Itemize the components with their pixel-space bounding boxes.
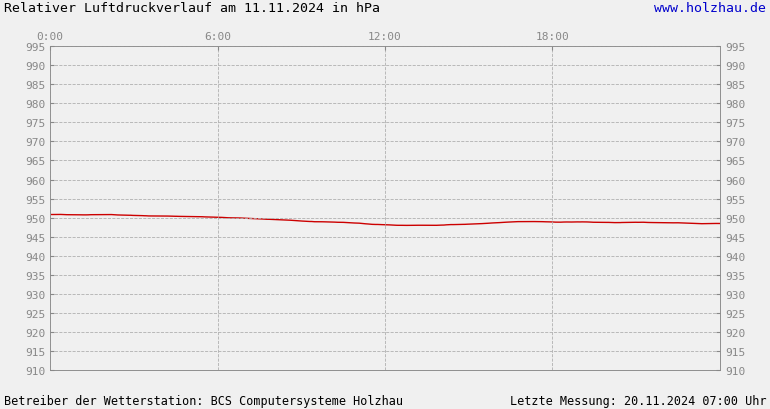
Text: Letzte Messung: 20.11.2024 07:00 Uhr: Letzte Messung: 20.11.2024 07:00 Uhr [510, 394, 766, 407]
Text: Relativer Luftdruckverlauf am 11.11.2024 in hPa: Relativer Luftdruckverlauf am 11.11.2024… [4, 2, 380, 15]
Text: Betreiber der Wetterstation: BCS Computersysteme Holzhau: Betreiber der Wetterstation: BCS Compute… [4, 394, 403, 407]
Text: www.holzhau.de: www.holzhau.de [654, 2, 766, 15]
